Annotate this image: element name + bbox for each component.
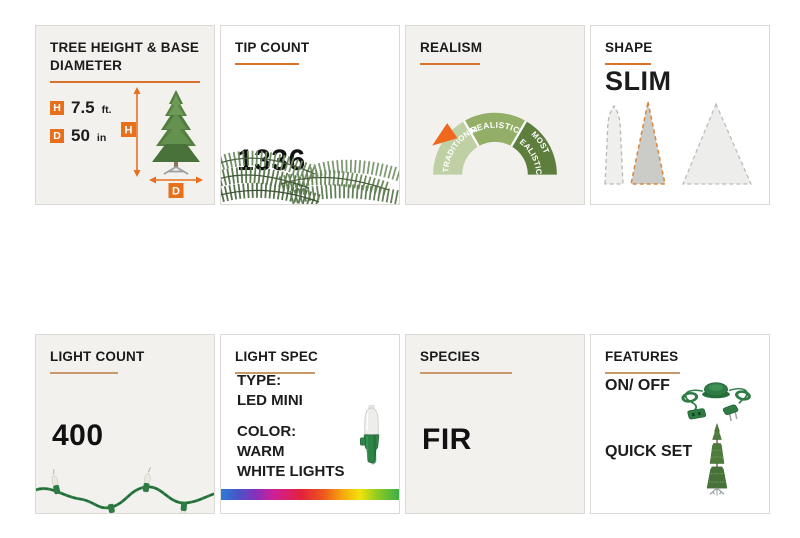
gauge-pointer-arrow: [432, 123, 458, 146]
title-line1: TREE HEIGHT & BASE: [50, 40, 200, 55]
card-features: FEATURES ON/ OFF QUICK SET: [590, 334, 770, 514]
shape-pencil-silhouette: [604, 104, 624, 185]
rainbow-color-bar: [221, 489, 399, 500]
light-bulb: [142, 467, 152, 493]
diameter-badge: D: [50, 129, 64, 143]
pedal-plug: [722, 404, 739, 422]
title-underline: [605, 371, 680, 374]
title-line2: DIAMETER: [50, 57, 123, 73]
tree-dimension-figure: H D: [121, 87, 203, 198]
title-underline: [235, 371, 315, 374]
card-light-count: LIGHT COUNT 400: [35, 334, 215, 514]
gauge-segment-traditional: [433, 121, 479, 175]
feature-on-off: ON/ OFF: [605, 377, 670, 394]
svg-text:D: D: [172, 186, 180, 198]
figure-diameter-badge: D: [168, 183, 184, 198]
card-title: REALISM: [420, 40, 483, 55]
card-species: SPECIES FIR: [405, 334, 585, 514]
gauge-segment-most-realistic: [511, 121, 557, 175]
light-bulb: [179, 501, 188, 513]
light-bulb: [107, 503, 117, 513]
shape-slim-silhouette-selected: [630, 101, 666, 185]
pine-branch-image: [221, 150, 399, 204]
feature-quick-set: QUICK SET: [605, 443, 693, 460]
card-shape: SHAPE SLIM: [590, 25, 770, 205]
height-badge: H: [50, 101, 64, 115]
diameter-unit: in: [96, 132, 107, 144]
color-label: COLOR:: [237, 422, 297, 440]
gauge-segment-realistic: [464, 112, 526, 147]
title-underline: [605, 62, 651, 65]
diameter-row: D 50 in: [50, 126, 106, 146]
height-unit: ft.: [101, 104, 112, 116]
card-tip-count: TIP COUNT 1336: [220, 25, 400, 205]
tree-illustration: [152, 90, 200, 175]
figure-height-badge: H: [121, 122, 136, 137]
svg-text:REALISTIC: REALISTIC: [468, 120, 521, 136]
gauge-label-realistic: REALISTIC: [468, 120, 521, 136]
card-title: TREE HEIGHT & BASE DIAMETER: [50, 39, 200, 75]
species-value: FIR: [422, 423, 472, 456]
light-bulb: [51, 469, 61, 495]
light-spec-text: TYPE: LED MINI COLOR: WARM WHITE LIGHTS: [237, 371, 345, 482]
card-realism: REALISM TRADITIONAL REALISTIC MOST REALI…: [405, 25, 585, 205]
title-underline: [235, 62, 299, 65]
title-underline: [50, 371, 118, 374]
shape-full-silhouette: [682, 102, 752, 185]
card-light-spec: LIGHT SPEC TYPE: LED MINI COLOR: WARM WH…: [220, 334, 400, 514]
color-value-line1: WARM: [237, 442, 285, 460]
mini-light-bulb-image: [360, 405, 380, 465]
pedal-socket: [687, 408, 707, 420]
card-title: SPECIES: [420, 349, 480, 364]
light-count-value: 400: [52, 419, 104, 452]
diameter-value: 50: [71, 126, 90, 145]
title-underline: [420, 62, 480, 65]
card-tree-dimensions: TREE HEIGHT & BASE DIAMETER H 7.5 ft. D …: [35, 25, 215, 205]
card-title: FEATURES: [605, 349, 679, 364]
light-string-image: [36, 467, 214, 513]
shape-value: SLIM: [605, 66, 672, 96]
svg-text:H: H: [125, 125, 133, 137]
foot-pedal-switch-image: [681, 382, 751, 422]
type-label: TYPE:: [237, 372, 282, 389]
type-value: LED MINI: [237, 392, 303, 410]
card-title: SHAPE: [605, 40, 653, 55]
shape-silhouettes: [604, 101, 752, 185]
quick-set-tree-image: [706, 423, 728, 496]
realism-gauge: TRADITIONAL REALISTIC MOST REALISTIC: [420, 92, 557, 175]
height-row: H 7.5 ft.: [50, 98, 112, 118]
card-title: LIGHT SPEC: [235, 349, 319, 364]
card-title: LIGHT COUNT: [50, 349, 145, 364]
title-underline: [50, 80, 200, 83]
height-value: 7.5: [71, 98, 95, 117]
color-value-line2: WHITE LIGHTS: [237, 463, 345, 480]
title-underline: [420, 371, 512, 374]
card-title: TIP COUNT: [235, 40, 310, 55]
